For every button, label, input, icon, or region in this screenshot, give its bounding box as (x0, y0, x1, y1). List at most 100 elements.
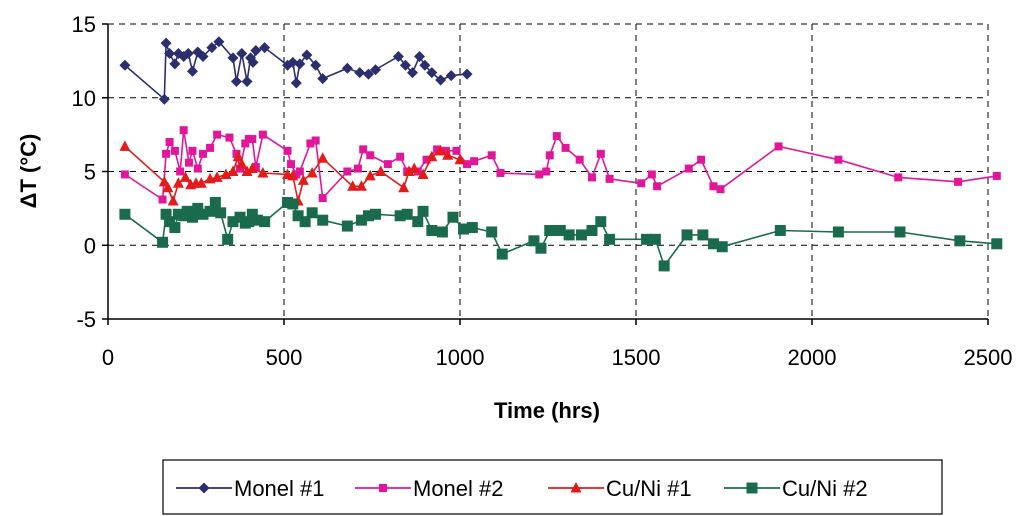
data-point (246, 208, 258, 220)
data-point (119, 59, 131, 71)
data-point (709, 182, 718, 191)
data-point (232, 150, 244, 162)
series-1 (119, 36, 473, 105)
data-point (463, 160, 472, 169)
data-point (535, 170, 544, 179)
data-point (774, 225, 786, 236)
data-point (299, 216, 311, 228)
data-point (992, 171, 1001, 180)
data-point (707, 238, 719, 250)
data-point (417, 205, 429, 217)
data-point (181, 205, 193, 217)
data-point (452, 146, 461, 155)
data-point (258, 130, 267, 139)
data-point (496, 248, 508, 260)
data-point (487, 151, 496, 160)
data-point (317, 214, 329, 226)
legend: Monel #1 Monel #2 Cu/Ni #1 Cu/Ni #2 (162, 459, 943, 515)
y-axis-title: ΔT (°C) (16, 134, 41, 209)
data-point (232, 149, 241, 158)
data-point (287, 56, 299, 68)
data-point (199, 149, 208, 158)
data-point (318, 194, 327, 203)
data-point (186, 211, 198, 223)
data-point (204, 205, 216, 217)
series-2 (120, 126, 1001, 204)
data-point (563, 229, 575, 241)
data-point (120, 170, 129, 179)
legend-swatch-marker (570, 482, 582, 493)
data-point (287, 198, 299, 210)
data-point (162, 149, 171, 158)
data-point (287, 160, 296, 169)
data-point (359, 145, 368, 154)
data-point (716, 185, 725, 194)
data-point (542, 167, 551, 176)
data-point (370, 208, 382, 220)
data-point (241, 165, 253, 176)
data-point (160, 208, 172, 220)
data-point (306, 166, 318, 178)
data-point (259, 216, 271, 228)
x-tick-label: 2500 (964, 345, 1013, 370)
data-point (362, 68, 374, 80)
data-point (119, 208, 131, 220)
data-point (595, 216, 607, 228)
data-point (246, 162, 258, 174)
data-point (588, 173, 596, 182)
data-point (311, 136, 320, 145)
data-point (192, 202, 204, 214)
data-point (426, 150, 438, 162)
data-point (310, 59, 322, 71)
data-point (290, 77, 302, 89)
data-point (179, 126, 188, 135)
legend-item: Cu/Ni #2 (724, 476, 868, 501)
data-point (179, 171, 191, 182)
data-point (301, 49, 313, 61)
data-point (417, 168, 429, 179)
data-point (697, 229, 709, 241)
data-point (445, 70, 457, 82)
x-tick-label: 1500 (612, 345, 661, 370)
data-point (362, 210, 374, 222)
data-point (353, 164, 362, 173)
data-point (954, 235, 966, 247)
data-point (406, 67, 418, 79)
data-point (158, 93, 170, 105)
data-point (366, 151, 375, 160)
data-point (252, 214, 264, 226)
data-point (169, 58, 181, 70)
data-point (419, 59, 431, 71)
data-point (426, 67, 438, 79)
data-point (545, 151, 554, 160)
data-point (991, 238, 1003, 250)
data-point (403, 165, 415, 176)
data-point (396, 152, 405, 161)
y-tick-label: -5 (76, 307, 96, 332)
y-tick-label: 0 (84, 233, 96, 258)
data-point (641, 233, 653, 245)
data-point (227, 52, 239, 64)
data-point (119, 140, 131, 151)
data-point (213, 36, 225, 48)
data-point (257, 166, 269, 178)
data-point (834, 155, 843, 164)
data-point (188, 146, 197, 155)
data-point (236, 158, 248, 169)
data-point (209, 196, 221, 208)
x-tick-label: 2000 (788, 345, 837, 370)
data-point (294, 58, 306, 70)
data-point (243, 216, 255, 228)
data-point (186, 65, 198, 77)
legend-swatch-marker (198, 482, 210, 494)
data-point (227, 165, 239, 176)
y-tick-label: 10 (72, 86, 96, 111)
data-point (605, 174, 614, 183)
data-point (197, 50, 209, 62)
data-point (182, 48, 194, 59)
axes (102, 23, 989, 325)
data-point (250, 45, 262, 57)
data-point (647, 170, 656, 179)
data-point (158, 195, 167, 204)
data-point (164, 216, 176, 228)
